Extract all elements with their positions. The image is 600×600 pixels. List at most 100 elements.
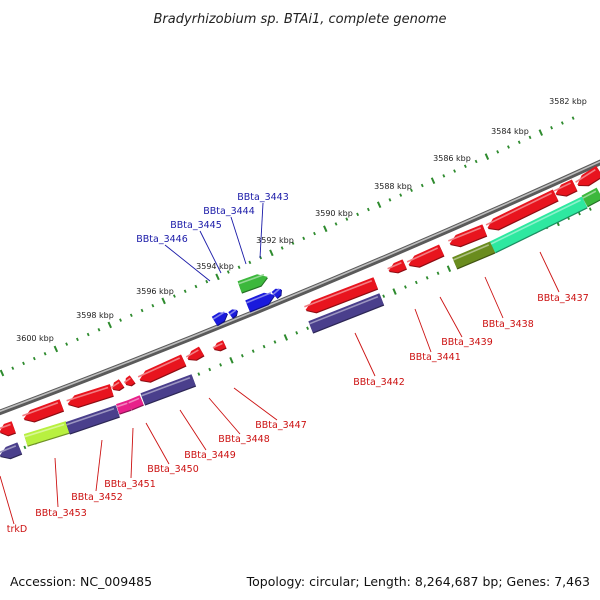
scale-tick: [446, 265, 452, 273]
scale-tick: [283, 334, 289, 341]
gene-arrow[interactable]: [66, 384, 114, 408]
gene-arrow[interactable]: [308, 293, 385, 334]
gene-label-reverse[interactable]: BBta_3449: [184, 450, 236, 461]
gene-arrow[interactable]: [489, 196, 588, 254]
scale-tick: [291, 241, 295, 245]
gene-label-forward[interactable]: BBta_3446: [136, 234, 188, 245]
scale-tick: [295, 331, 299, 335]
scale-tick: [430, 177, 436, 185]
scale-tick: [366, 207, 370, 212]
scale-tick: [356, 212, 360, 217]
gene-arrow[interactable]: [137, 354, 187, 383]
leader-line: [130, 427, 134, 479]
gene-label-reverse[interactable]: BBta_3442: [353, 377, 405, 388]
leader-line: [0, 475, 15, 525]
scale-tick: [392, 288, 397, 295]
gene-label-reverse[interactable]: BBta_3453: [35, 508, 87, 519]
gene-arrow[interactable]: [553, 179, 578, 197]
scale-tick: [248, 260, 252, 265]
scale-tick: [215, 273, 220, 281]
gene-arrow[interactable]: [211, 311, 228, 327]
scale-tick: [484, 153, 490, 160]
gene-arrow[interactable]: [127, 395, 144, 411]
gene-arrow[interactable]: [228, 309, 238, 319]
gene-arrow[interactable]: [575, 165, 600, 187]
scale-labels: 3582 kbp 3584 kbp 3586 kbp 3588 kbp 3590 kbp…: [16, 97, 587, 343]
scale-tick: [507, 145, 510, 149]
gene-label-forward[interactable]: BBta_3445: [170, 220, 222, 231]
gene-label-reverse[interactable]: BBta_3447: [255, 420, 307, 431]
accession-text: Accession: NC_009485: [10, 574, 152, 589]
scale-tick: [119, 318, 122, 322]
scale-tick: [302, 236, 306, 241]
scale-tick: [550, 126, 554, 130]
gene-arrow[interactable]: [237, 273, 268, 294]
gene-arrow[interactable]: [406, 244, 445, 268]
scale-tick: [97, 327, 101, 332]
scale-tick: [262, 344, 266, 349]
gene-label-reverse[interactable]: BBta_3448: [218, 434, 270, 445]
gene-arrow[interactable]: [387, 259, 408, 274]
gene-arrow[interactable]: [65, 405, 120, 435]
scale-tick: [414, 280, 418, 285]
gene-label-reverse[interactable]: BBta_3450: [147, 464, 199, 475]
gene-arrow[interactable]: [212, 340, 227, 352]
scale-tick: [571, 116, 575, 120]
genome-backbone: [0, 159, 600, 416]
gene-arrow[interactable]: [22, 399, 65, 423]
gene-label-reverse[interactable]: BBta_3451: [104, 479, 156, 490]
scale-label: 3590 kbp: [315, 209, 353, 218]
gene-arrow[interactable]: [123, 375, 136, 387]
scale-label: 3598 kbp: [76, 311, 114, 320]
gene-arrow[interactable]: [110, 379, 125, 392]
genome-summary-text: Topology: circular; Length: 8,264,687 bp…: [246, 574, 590, 589]
leader-line: [199, 230, 222, 274]
leader-line: [484, 276, 504, 319]
scale-tick: [436, 271, 440, 275]
gene-arrow[interactable]: [116, 400, 132, 415]
scale-tick: [453, 169, 457, 173]
leader-line: [539, 251, 560, 293]
scale-tick: [474, 159, 478, 164]
scale-label: 3582 kbp: [549, 97, 587, 106]
gene-arrow[interactable]: [23, 421, 70, 447]
gene-label-reverse[interactable]: BBta_3439: [441, 337, 493, 348]
gene-arrow[interactable]: [271, 288, 282, 300]
scale-tick: [86, 332, 90, 337]
scale-tick: [172, 294, 176, 298]
scale-tick: [388, 198, 392, 202]
gene-arrow[interactable]: [304, 277, 379, 314]
gene-arrow[interactable]: [245, 292, 275, 313]
scale-tick: [425, 276, 429, 280]
scale-tick: [0, 369, 5, 377]
gene-label-forward[interactable]: BBta_3444: [203, 206, 255, 217]
scale-tick: [65, 342, 69, 346]
leader-line: [54, 457, 59, 508]
gene-label-reverse[interactable]: BBta_3438: [482, 319, 534, 330]
gene-arrow[interactable]: [0, 442, 23, 460]
gene-arrow[interactable]: [452, 241, 496, 270]
gene-label-reverse[interactable]: trkD: [7, 524, 27, 535]
gene-arrow[interactable]: [581, 187, 600, 208]
scale-label: 3586 kbp: [433, 154, 471, 163]
gene-arrow[interactable]: [140, 374, 197, 406]
gene-arrow[interactable]: [0, 421, 17, 437]
scale-label: 3594 kbp: [196, 262, 234, 271]
scale-tick: [560, 121, 564, 125]
leader-line: [208, 397, 241, 435]
scale-tick: [588, 207, 592, 211]
scale-tick: [151, 303, 155, 308]
scale-tick: [345, 217, 349, 221]
gene-arrow[interactable]: [485, 189, 559, 231]
gene-label-reverse[interactable]: BBta_3437: [537, 293, 589, 304]
scale-tick: [23, 445, 27, 450]
scale-tick: [219, 363, 223, 367]
gene-label-reverse[interactable]: BBta_3441: [409, 352, 461, 363]
gene-label-forward[interactable]: BBta_3443: [237, 192, 289, 203]
gene-arrow[interactable]: [448, 224, 488, 248]
gene-label-reverse[interactable]: BBta_3452: [71, 492, 123, 503]
scale-tick: [280, 246, 284, 250]
scale-tick: [161, 297, 166, 305]
gene-arrow[interactable]: [185, 346, 205, 361]
scale-tick: [32, 356, 36, 361]
